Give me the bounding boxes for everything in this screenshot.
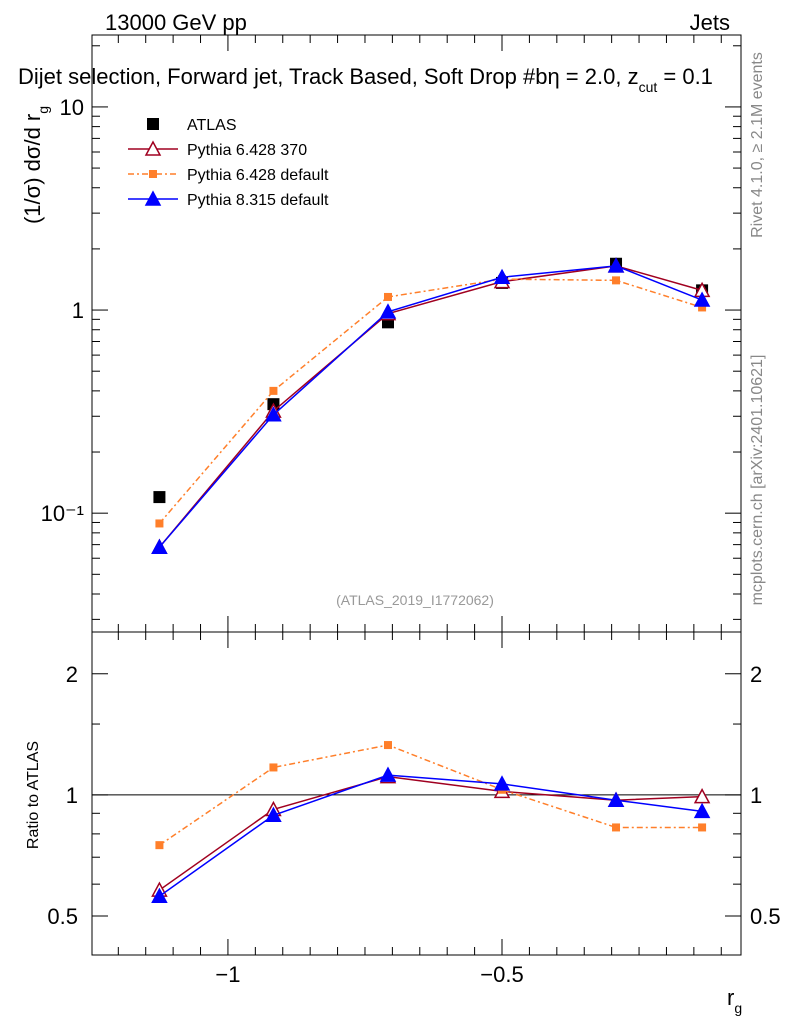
mcplots-label: mcplots.cern.ch [arXiv:2401.10621]	[749, 355, 766, 606]
marker-triangle	[693, 802, 711, 819]
x-axis-label: rg	[727, 985, 742, 1016]
marker-triangle	[693, 788, 711, 804]
y-tick-label: 10	[60, 95, 84, 120]
marker-square	[269, 386, 278, 395]
y-tick-label: 10⁻¹	[41, 501, 84, 526]
series-line	[158, 265, 703, 548]
marker-square	[155, 519, 164, 528]
ratio-series-line	[158, 774, 703, 897]
ratio-frame	[91, 631, 742, 956]
analysis-watermark: (ATLAS_2019_I1772062)	[336, 592, 494, 608]
legend-label: Pythia 6.428 370	[187, 142, 307, 159]
ratio-y-tick-label: 2	[66, 662, 78, 687]
ratio-y-tick-label-right: 0.5	[750, 904, 781, 929]
marker-triangle	[493, 268, 511, 285]
legend: ATLAS Pythia 6.428 370 Pythia 6.428 defaul…	[128, 117, 329, 209]
ratio-y-tick-label-right: 2	[750, 662, 762, 687]
marker-triangle	[144, 140, 162, 156]
ratio-series-line	[158, 744, 703, 846]
marker-square	[612, 823, 621, 832]
marker-triangle	[379, 766, 397, 782]
ratio-panel: −1 −0.5 2 2 1 1 0.5 0.5	[47, 662, 780, 987]
marker-square	[612, 276, 621, 285]
ratio-y-tick-label-right: 1	[750, 783, 762, 808]
marker-triangle	[607, 257, 625, 273]
marker-square	[383, 292, 392, 301]
subtitle: Dijet selection, Forward jet, Track Base…	[18, 64, 713, 95]
y-axis-label: (1/σ) dσ/d rg	[20, 106, 51, 224]
ratio-y-tick-label: 0.5	[47, 904, 78, 929]
main-panel: 10 1 10⁻¹	[41, 35, 741, 955]
marker-square	[147, 118, 159, 130]
title-left: 13000 GeV pp	[105, 10, 247, 35]
marker-triangle	[493, 775, 511, 791]
legend-label: ATLAS	[187, 117, 237, 134]
ratio-y-tick-label: 1	[66, 783, 78, 808]
marker-triangle	[265, 406, 282, 422]
marker-triangle	[607, 791, 625, 807]
marker-square	[149, 170, 157, 178]
y-tick-label: 1	[72, 298, 84, 323]
series-line	[158, 278, 703, 524]
ratio-y-axis-label: Ratio to ATLAS	[25, 741, 42, 849]
legend-label: Pythia 6.428 default	[187, 167, 329, 184]
marker-square	[698, 823, 707, 832]
rivet-label: Rivet 4.1.0, ≥ 2.1M events	[749, 52, 766, 238]
ratio-series-line	[158, 775, 703, 891]
marker-triangle	[151, 538, 168, 554]
marker-triangle	[379, 303, 397, 319]
marker-square	[155, 841, 164, 850]
x-tick-label: −0.5	[480, 962, 523, 987]
legend-label: Pythia 8.315 default	[187, 192, 329, 209]
marker-triangle	[144, 190, 162, 206]
marker-square	[383, 741, 392, 750]
x-tick-label: −1	[215, 962, 240, 987]
marker-square	[269, 763, 278, 772]
marker-square	[698, 303, 707, 312]
marker-triangle	[151, 887, 168, 903]
title-right: Jets	[690, 10, 730, 35]
marker-square	[153, 491, 166, 504]
marker-triangle	[693, 291, 711, 307]
series-line	[158, 265, 703, 548]
marker-triangle	[265, 806, 282, 822]
